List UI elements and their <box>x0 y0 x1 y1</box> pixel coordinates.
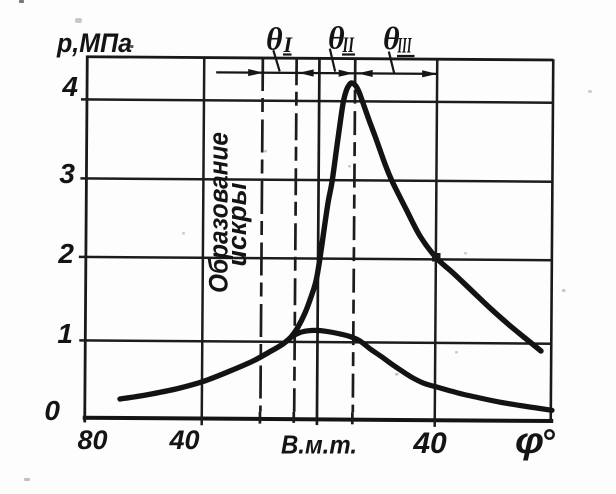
svg-text:3: 3 <box>59 158 75 189</box>
svg-text:p,МПа: p,МПа <box>56 28 132 58</box>
svg-text:I: I <box>283 32 294 57</box>
svg-text:Образование: Образование <box>204 132 234 293</box>
svg-text:II: II <box>342 32 355 57</box>
svg-text:искры: искры <box>222 183 252 267</box>
svg-text:1: 1 <box>57 318 73 349</box>
svg-text:80: 80 <box>77 425 107 455</box>
svg-text:4: 4 <box>61 71 78 102</box>
svg-text:0: 0 <box>44 395 60 426</box>
svg-text:40: 40 <box>412 427 447 460</box>
svg-text:В.м.т.: В.м.т. <box>281 430 357 460</box>
svg-text:φ: φ <box>515 420 544 461</box>
svg-text:III: III <box>397 33 412 58</box>
svg-text:2: 2 <box>57 238 74 269</box>
svg-text:θ: θ <box>328 20 345 56</box>
svg-text:θ: θ <box>266 21 283 57</box>
svg-text:40: 40 <box>168 425 199 455</box>
svg-text:θ: θ <box>383 20 400 56</box>
